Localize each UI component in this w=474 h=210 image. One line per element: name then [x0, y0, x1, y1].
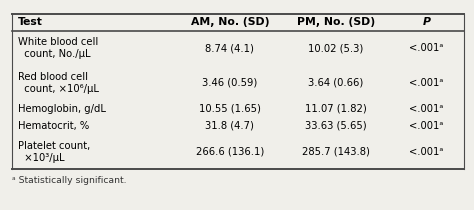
Text: Platelet count,
  ×10³/μL: Platelet count, ×10³/μL: [18, 141, 90, 163]
Text: White blood cell
  count, No./μL: White blood cell count, No./μL: [18, 37, 98, 59]
Text: 3.64 (0.66): 3.64 (0.66): [308, 78, 364, 88]
Text: 10.02 (5.3): 10.02 (5.3): [308, 43, 364, 53]
Text: 10.55 (1.65): 10.55 (1.65): [199, 104, 261, 114]
Text: 31.8 (4.7): 31.8 (4.7): [205, 121, 254, 131]
Text: ᵃ Statistically significant.: ᵃ Statistically significant.: [12, 176, 127, 185]
Text: Hemoglobin, g/dL: Hemoglobin, g/dL: [18, 104, 105, 114]
Text: 8.74 (4.1): 8.74 (4.1): [205, 43, 254, 53]
Text: 266.6 (136.1): 266.6 (136.1): [196, 147, 264, 157]
Text: AM, No. (SD): AM, No. (SD): [191, 17, 269, 27]
Text: 33.63 (5.65): 33.63 (5.65): [305, 121, 367, 131]
Text: Hematocrit, %: Hematocrit, %: [18, 121, 89, 131]
Text: P: P: [422, 17, 430, 27]
Text: <.001ᵃ: <.001ᵃ: [409, 121, 444, 131]
Text: <.001ᵃ: <.001ᵃ: [409, 147, 444, 157]
Text: <.001ᵃ: <.001ᵃ: [409, 78, 444, 88]
Text: Red blood cell
  count, ×10⁶/μL: Red blood cell count, ×10⁶/μL: [18, 72, 99, 93]
Text: Test: Test: [18, 17, 42, 27]
Text: 3.46 (0.59): 3.46 (0.59): [202, 78, 257, 88]
Text: PM, No. (SD): PM, No. (SD): [297, 17, 375, 27]
Text: 11.07 (1.82): 11.07 (1.82): [305, 104, 367, 114]
Text: <.001ᵃ: <.001ᵃ: [409, 43, 444, 53]
Text: <.001ᵃ: <.001ᵃ: [409, 104, 444, 114]
Text: 285.7 (143.8): 285.7 (143.8): [302, 147, 370, 157]
